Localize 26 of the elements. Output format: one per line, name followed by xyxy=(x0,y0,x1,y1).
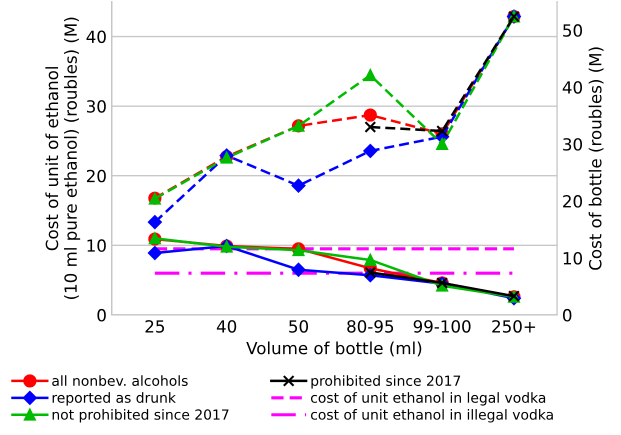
y-tick-label: 10 xyxy=(88,239,106,252)
legend-label: cost of unit ethanol in legal vodka xyxy=(310,392,546,406)
legend-label: all nonbev. alcohols xyxy=(52,375,188,386)
x-tick-label: 50 xyxy=(289,320,308,333)
x-tick-label: 25 xyxy=(145,320,164,333)
y2-tick-label: 40 xyxy=(562,81,582,94)
legend-label: prohibited since 2017 xyxy=(311,375,460,389)
y-tick-label: 20 xyxy=(86,170,106,182)
y-tick-label: 0 xyxy=(97,308,106,322)
x-tick-label: 250+ xyxy=(492,320,536,333)
legend-label: not prohibited since 2017 xyxy=(52,409,228,422)
y-tick-label: 40 xyxy=(86,30,106,44)
x-tick-label: 40 xyxy=(216,320,236,333)
y2-axis-title: Cost of bottle (roubles) (M) xyxy=(588,47,604,270)
y-tick-label: 30 xyxy=(86,100,106,113)
legend-label: reported as drunk xyxy=(52,392,176,406)
y2-tick-label: 10 xyxy=(564,252,582,265)
x-axis-title: Volume of bottle (ml) xyxy=(246,341,422,356)
legend-label: cost of unit ethanol in illegal vodka xyxy=(310,409,553,422)
x-tick-label: 99-100 xyxy=(414,320,471,333)
y2-tick-label: 20 xyxy=(563,195,582,208)
y-axis-title: Cost of unit of ethanol (10 ml pure ethanol) (roubles) (M) xyxy=(45,18,80,299)
y2-tick-label: 0 xyxy=(562,308,572,322)
x-tick-label: 80-95 xyxy=(347,320,394,333)
y2-tick-label: 50 xyxy=(563,24,582,37)
y2-tick-label: 30 xyxy=(563,138,582,151)
